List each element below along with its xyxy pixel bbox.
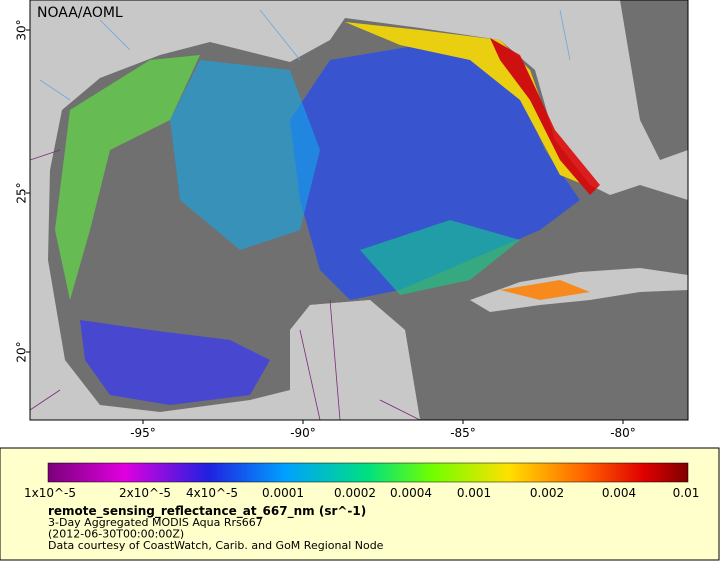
borders: [30, 149, 421, 420]
colorbar-tick-label: 0.001: [457, 486, 491, 500]
lon-tick-label: -80°: [610, 426, 636, 440]
lon-axis: -95° -90° -85° -80°: [130, 420, 636, 440]
legend-title: remote_sensing_reflectance_at_667_nm (sr…: [48, 504, 366, 519]
colorbar-tick-label: 1x10^-5: [24, 486, 76, 500]
colorbar-tick-label: 0.0002: [334, 486, 376, 500]
map-area: [30, 0, 688, 420]
lat-tick-label: 25°: [15, 182, 29, 203]
colorbar-tick-label: 0.01: [673, 486, 700, 500]
legend-lines: 3-Day Aggregated MODIS Aqua Rrs667(2012-…: [48, 516, 384, 552]
legend-line: 3-Day Aggregated MODIS Aqua Rrs667: [48, 516, 263, 529]
lat-tick-label: 20°: [15, 341, 29, 362]
atlantic: [620, 0, 688, 160]
lon-tick-label: -95°: [130, 426, 156, 440]
colorbar-tick-label: 2x10^-5: [119, 486, 171, 500]
rivers: [39, 9, 571, 101]
colorbar-tick-label: 0.002: [530, 486, 564, 500]
map-label: NOAA/AOML: [37, 5, 123, 21]
map-frame: [29, 0, 689, 421]
colorbar-tick-label: 0.0001: [262, 486, 304, 500]
colorbar-tick-label: 0.004: [602, 486, 636, 500]
legend-line: (2012-06-30T00:00:00Z): [48, 528, 184, 541]
lon-tick-label: -90°: [290, 426, 316, 440]
reflectance-field: [55, 22, 600, 405]
legend-line: Data courtesy of CoastWatch, Carib. and …: [48, 539, 384, 552]
lat-axis: 30° 25° 20°: [15, 19, 30, 363]
colorbar: [47, 462, 689, 483]
lon-tick-label: -85°: [450, 426, 476, 440]
colorbar-tick-label: 4x10^-5: [186, 486, 238, 500]
colorbar-ticks: 1x10^-5 2x10^-5 4x10^-5 0.0001 0.0002 0.0004 0…: [24, 486, 699, 500]
colorbar-tick-label: 0.0004: [390, 486, 432, 500]
yucatan: [290, 300, 420, 420]
lat-tick-label: 30°: [15, 19, 29, 40]
